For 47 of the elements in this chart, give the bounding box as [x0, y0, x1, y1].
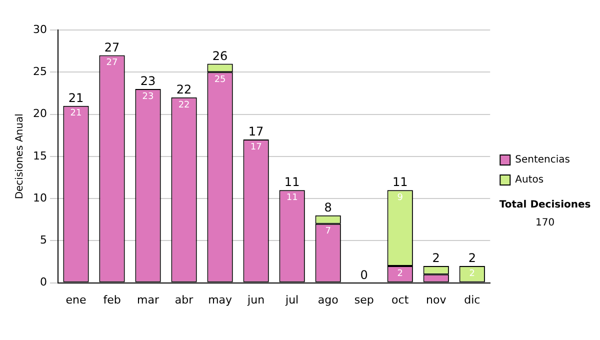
x-tick-label: mar	[137, 293, 160, 306]
data-label: 27	[106, 58, 118, 68]
x-tick-label: oct	[392, 293, 410, 306]
y-axis-title: Decisiones Anual	[14, 114, 26, 200]
total-label: 0	[360, 268, 368, 282]
data-label: 22	[178, 100, 190, 110]
x-tick-label: ago	[318, 293, 339, 306]
total-label: 2	[432, 251, 440, 266]
total-label: 23	[140, 74, 156, 88]
total-label: 11	[392, 175, 408, 190]
total-label: 17	[248, 124, 264, 139]
y-tick-label: 15	[32, 149, 47, 162]
x-tick-label: feb	[103, 293, 121, 306]
data-label: 2	[469, 268, 475, 279]
y-tick-label: 30	[32, 22, 47, 36]
text: 170	[536, 218, 555, 229]
total-label: 8	[324, 200, 332, 215]
y-tick-label: 0	[40, 276, 47, 289]
data-label: 9	[397, 192, 404, 203]
y-tick-label: 20	[32, 107, 47, 120]
data-label: 21	[70, 108, 82, 119]
y-tick-label: 5	[40, 234, 47, 247]
total-label: 2	[468, 251, 476, 266]
data-label: 17	[250, 142, 262, 152]
data-label: 25	[214, 74, 226, 85]
x-tick-label: jul	[284, 293, 299, 306]
legend-label: Autos	[515, 174, 544, 186]
x-tick-label: may	[208, 293, 233, 306]
y-tick-label: 10	[32, 191, 47, 204]
x-tick-label: abr	[174, 293, 194, 306]
x-tick-label: dic	[464, 293, 480, 306]
x-tick-label: sep	[354, 293, 374, 306]
total-label: 27	[104, 40, 120, 54]
x-tick-label: nov	[426, 293, 447, 306]
x-tick-label: jun	[246, 293, 265, 306]
data-label: 2	[397, 268, 403, 279]
text: Total Decisiones	[499, 200, 591, 211]
data-label: 11	[286, 192, 298, 203]
total-label: 11	[284, 175, 300, 190]
total-label: 21	[68, 90, 84, 105]
legend-label: Sentencias	[515, 154, 570, 166]
data-label: 7	[325, 226, 331, 237]
x-tick-label: ene	[66, 293, 86, 306]
total-label: 26	[212, 48, 228, 63]
data-label: 23	[142, 92, 154, 102]
total-label: 22	[176, 82, 192, 97]
y-tick-label: 25	[32, 64, 47, 78]
